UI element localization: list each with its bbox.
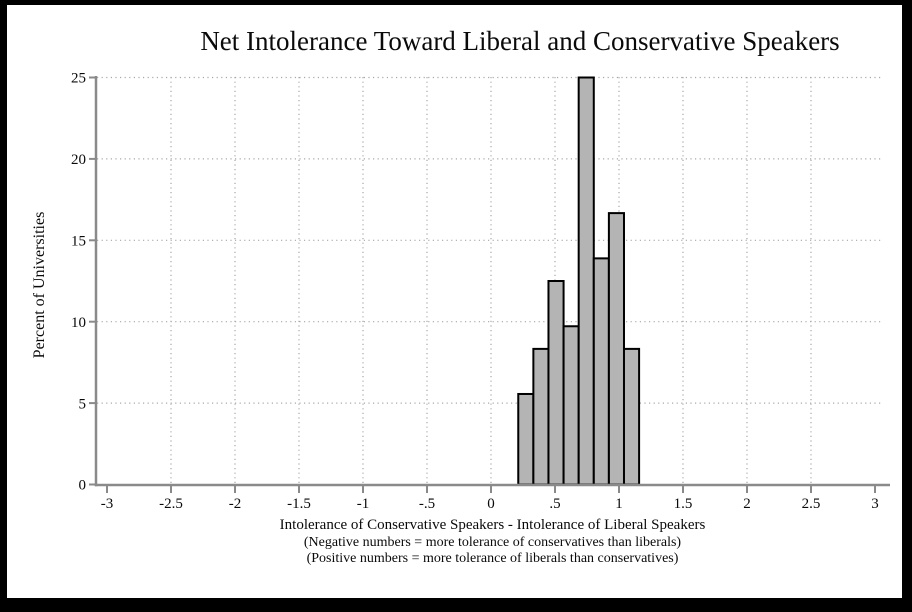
histogram-bar [517,392,535,486]
x-tick-label: -2 [229,496,242,512]
x-tick-label: 2.5 [802,496,821,512]
histogram-bar [622,347,641,486]
x-axis-label: Intolerance of Conservative Speakers - I… [279,517,706,533]
figure-canvas [7,5,902,598]
x-axis-note-negative: (Negative numbers = more tolerance of co… [303,535,682,550]
x-tick-label: 2 [743,496,751,512]
x-tick-label: -1 [357,496,370,512]
histogram-bar [562,325,580,486]
x-tick-label: 0 [487,496,495,512]
x-tick-label: 3 [871,496,879,512]
x-axis-note-positive: (Positive numbers = more tolerance of li… [306,551,679,566]
x-tick-label: 1 [615,496,623,512]
y-tick-label: 0 [79,478,87,494]
histogram-bar [607,212,625,486]
x-tick-label: -1.5 [287,496,311,512]
y-tick-label: 20 [71,152,86,168]
x-tick-label: 1.5 [674,496,693,512]
histogram-bar [547,280,565,486]
chart-title: Net Intolerance Toward Liberal and Conse… [200,26,840,56]
y-tick-label: 10 [71,315,86,331]
histogram-bar [577,76,595,486]
y-tick-label: 5 [79,396,87,412]
y-tick-label: 25 [71,71,86,87]
x-tick-label: -2.5 [159,496,183,512]
histogram-bar [532,347,550,486]
x-tick-label: -.5 [419,496,435,512]
x-tick-label: .5 [549,496,560,512]
y-tick-label: 15 [71,234,86,250]
x-tick-label: -3 [101,496,114,512]
histogram-bar [592,257,610,486]
